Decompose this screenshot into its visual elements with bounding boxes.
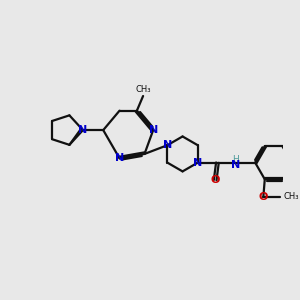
Text: H: H	[232, 154, 239, 164]
Text: N: N	[115, 153, 124, 163]
Text: O: O	[259, 192, 268, 202]
Text: N: N	[193, 158, 202, 168]
Text: CH₃: CH₃	[283, 192, 298, 201]
Text: N: N	[163, 140, 172, 150]
Text: N: N	[231, 160, 240, 170]
Text: N: N	[78, 125, 88, 135]
Text: N: N	[148, 125, 158, 135]
Text: O: O	[211, 175, 220, 185]
Text: CH₃: CH₃	[135, 85, 151, 94]
